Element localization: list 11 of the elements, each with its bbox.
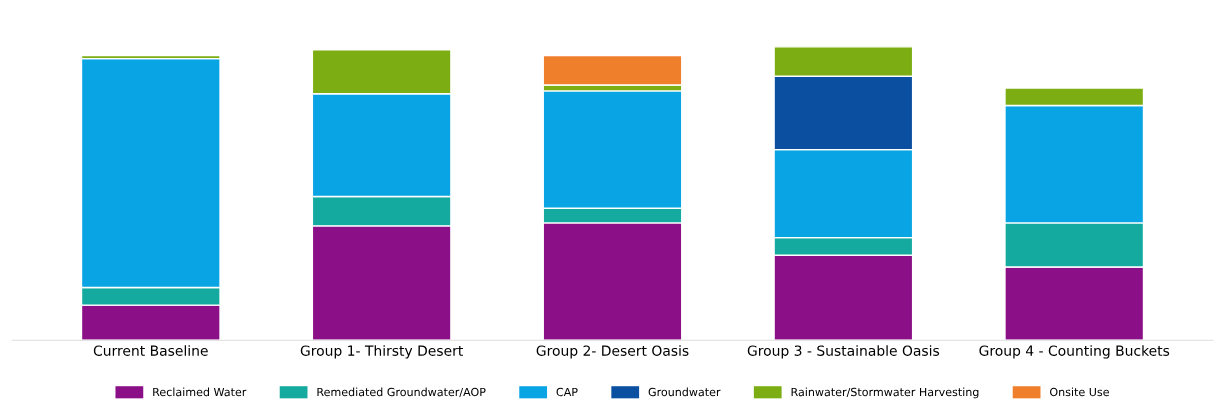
legend-label: Rainwater/Stormwater Harvesting <box>791 387 979 399</box>
x-tick-label: Group 4 - Counting Buckets <box>979 345 1170 359</box>
legend-label: Reclaimed Water <box>153 387 247 397</box>
x-tick-label: Group 1- Thirsty Desert <box>300 345 463 359</box>
legend-label: Remediated Groundwater/AOP <box>317 387 486 398</box>
legend-label: CAP <box>556 387 578 397</box>
legend-label: Onsite Use <box>1050 387 1109 397</box>
legend-label: Groundwater <box>648 387 721 397</box>
x-tick-label: Current Baseline <box>93 345 208 356</box>
x-tick-label: Group 3 - Sustainable Oasis <box>747 345 940 359</box>
x-tick-label: Group 2- Desert Oasis <box>536 345 689 359</box>
